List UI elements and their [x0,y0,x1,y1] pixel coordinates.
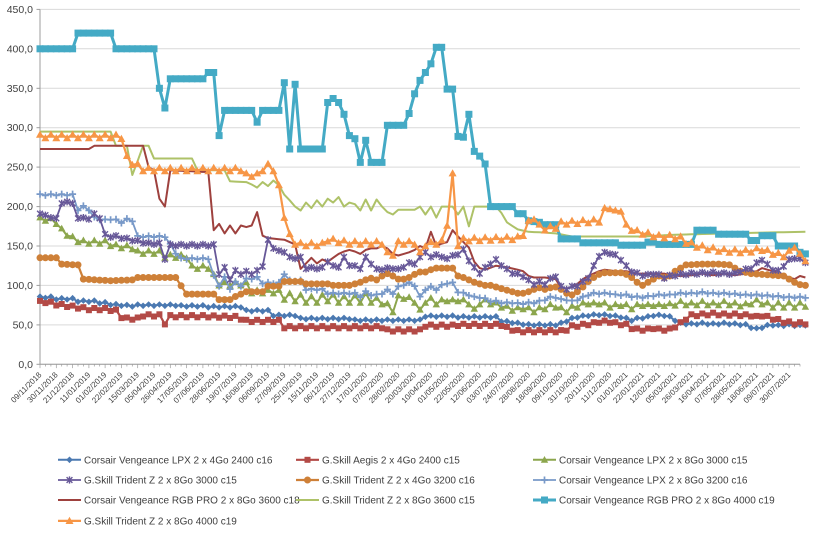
svg-text:400,0: 400,0 [7,43,33,55]
svg-text:G.Skill Aegis 2 x 4Go 2400 c15: G.Skill Aegis 2 x 4Go 2400 c15 [322,455,460,466]
svg-text:G.Skill Trident Z 2 x 8Go 4000: G.Skill Trident Z 2 x 8Go 4000 c19 [84,516,237,527]
svg-text:G.Skill Trident Z 2 x 4Go 3200: G.Skill Trident Z 2 x 4Go 3200 c16 [322,476,475,487]
svg-text:Corsair Vengeance RGB PRO 2 x: Corsair Vengeance RGB PRO 2 x 8Go 4000 c… [559,496,775,507]
svg-text:Corsair Vengeance LPX 2 x 4Go: Corsair Vengeance LPX 2 x 4Go 2400 c16 [84,455,273,466]
svg-text:250,0: 250,0 [7,162,33,174]
svg-text:200,0: 200,0 [7,201,33,213]
svg-text:0,0: 0,0 [18,359,33,371]
svg-text:G.Skill Trident Z 2 x 8Go 3600: G.Skill Trident Z 2 x 8Go 3600 c15 [322,496,475,507]
svg-text:Corsair Vengeance LPX 2 x 8Go: Corsair Vengeance LPX 2 x 8Go 3200 c16 [559,476,748,487]
svg-text:350,0: 350,0 [7,83,33,95]
svg-text:Corsair Vengeance RGB PRO 2 x: Corsair Vengeance RGB PRO 2 x 8Go 3600 c… [84,496,300,507]
svg-text:300,0: 300,0 [7,122,33,134]
svg-text:100,0: 100,0 [7,280,33,292]
svg-text:450,0: 450,0 [7,4,33,16]
svg-text:G.Skill Trident Z 2 x 8Go 3000: G.Skill Trident Z 2 x 8Go 3000 c15 [84,476,237,487]
svg-text:Corsair Vengeance LPX 2 x 8Go: Corsair Vengeance LPX 2 x 8Go 3000 c15 [559,455,748,466]
svg-text:150,0: 150,0 [7,241,33,253]
svg-text:50,0: 50,0 [13,319,34,331]
